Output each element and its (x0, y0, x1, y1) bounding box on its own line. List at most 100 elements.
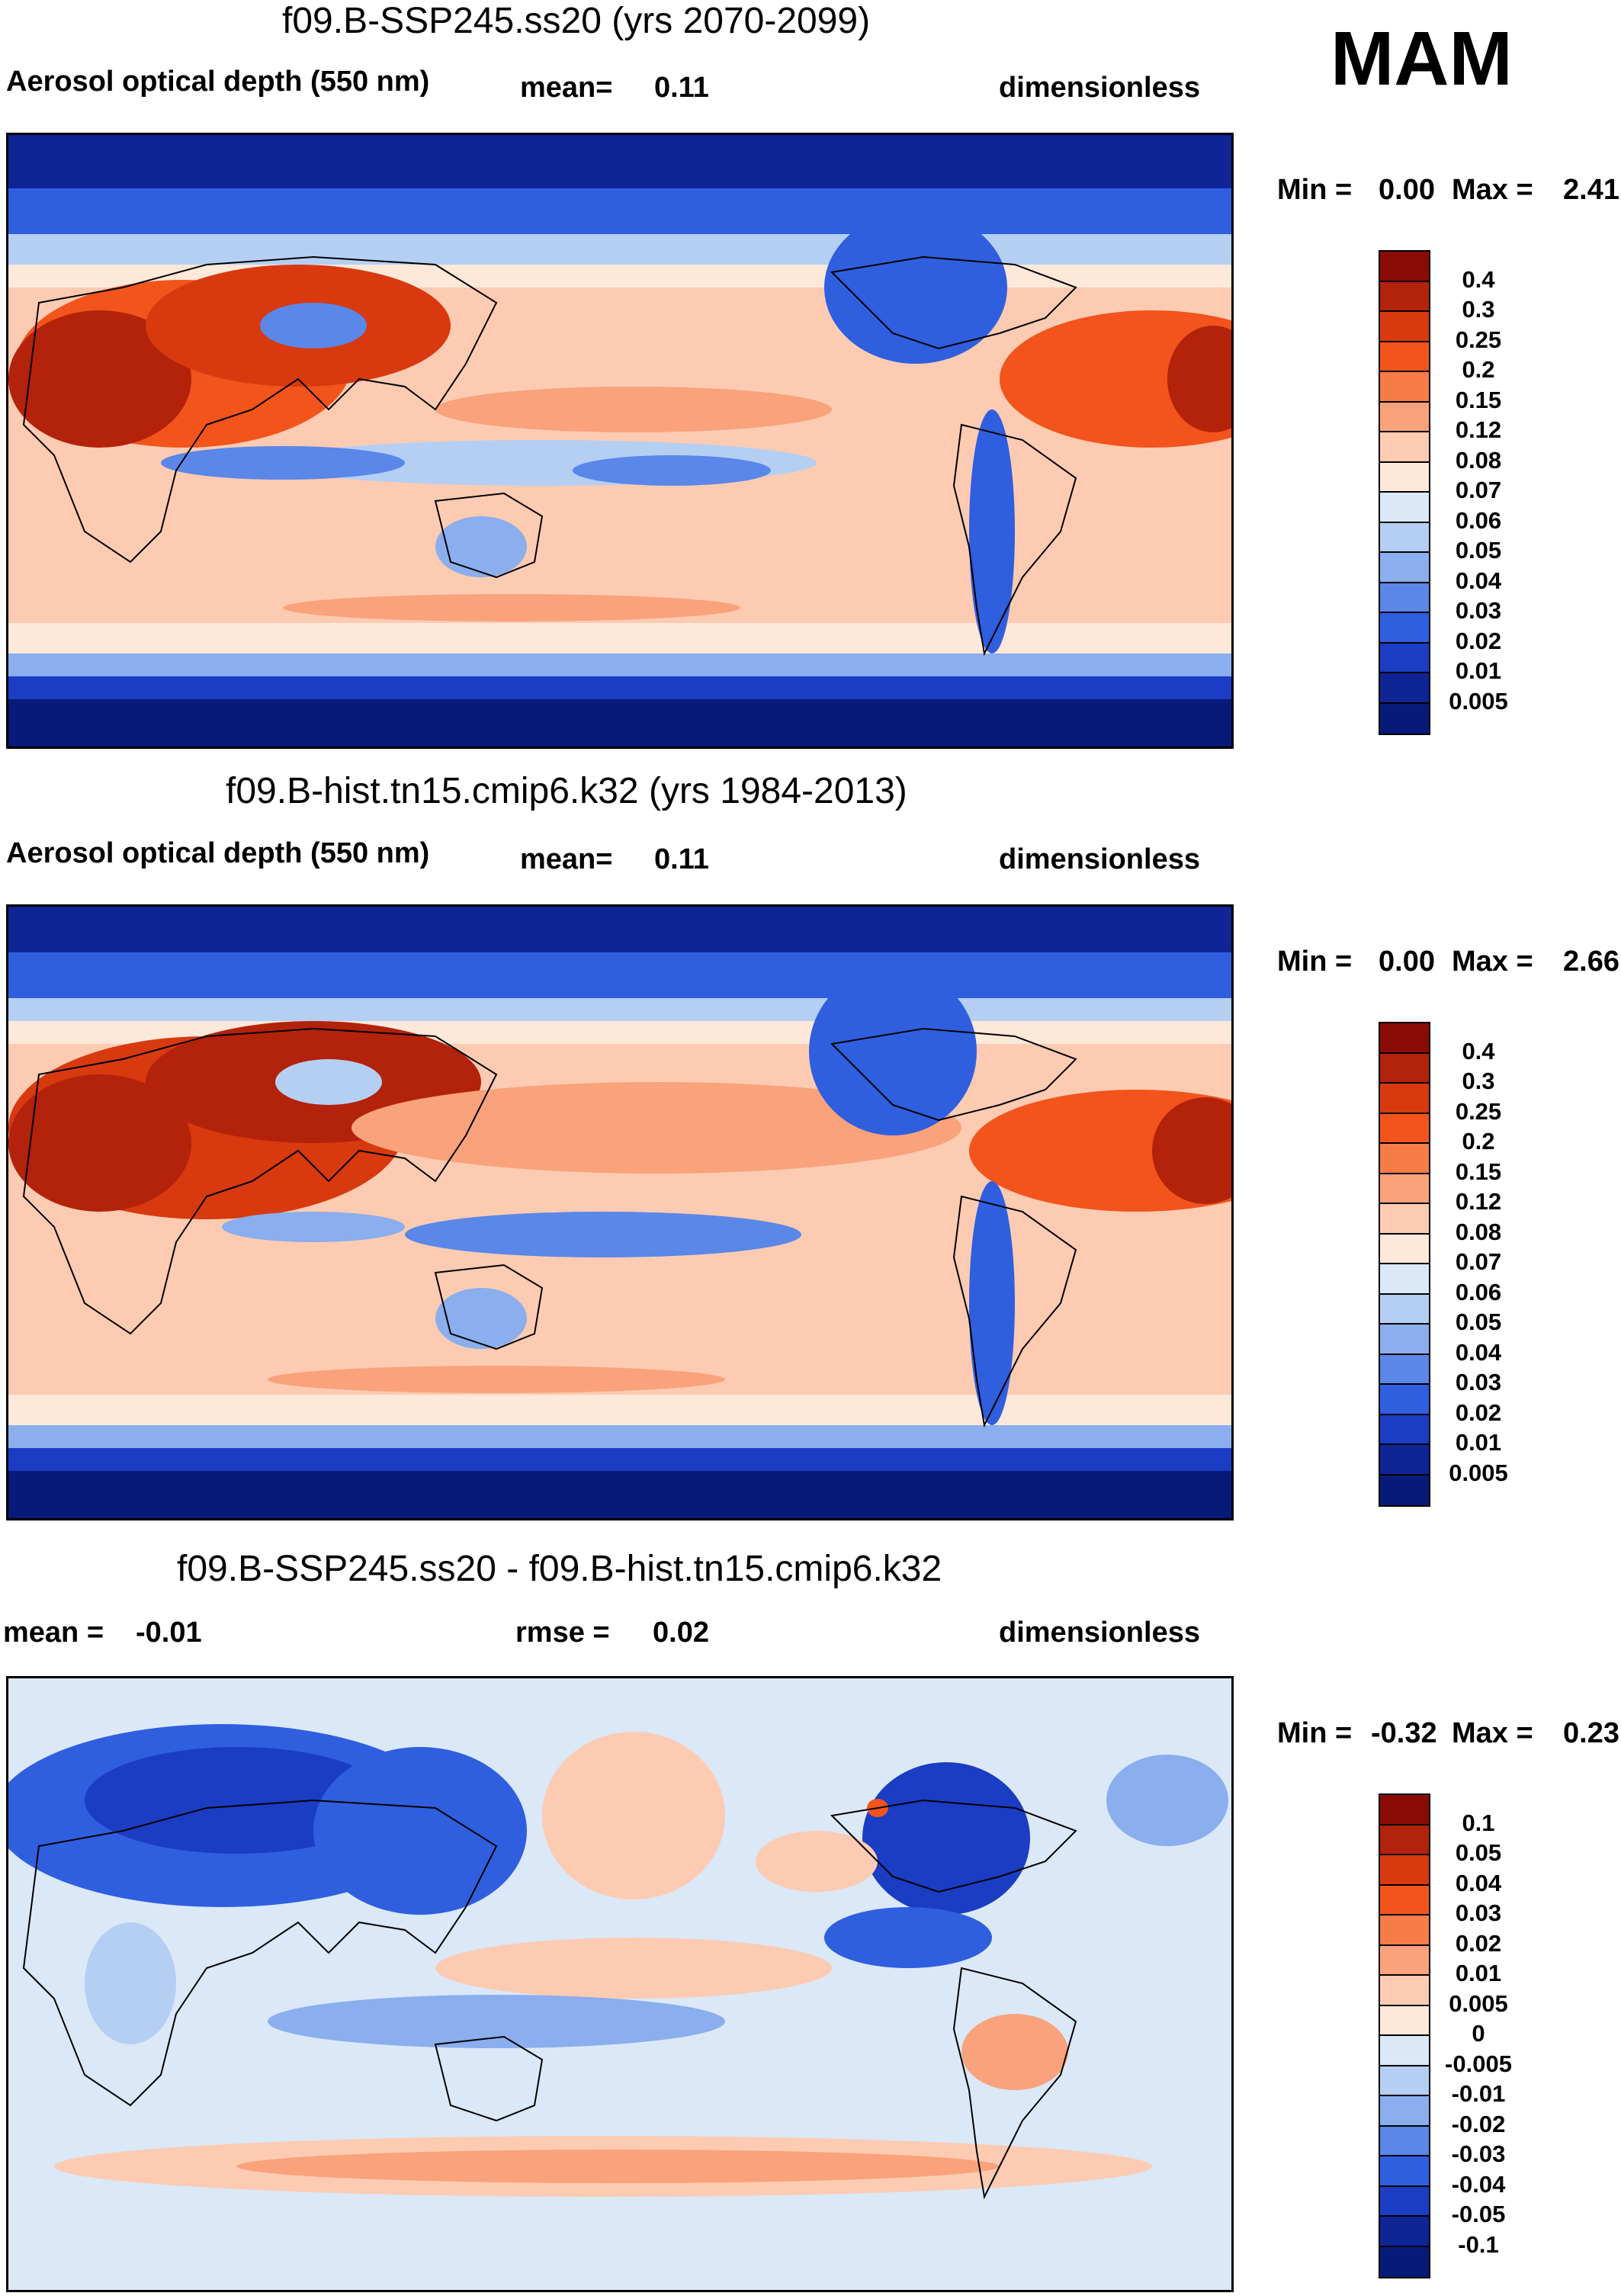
colorbar-swatch (1380, 281, 1429, 312)
colorbar-level-label: 0.03 (1455, 1369, 1502, 1395)
colorbar-swatch (1380, 1023, 1429, 1054)
colorbar-swatch (1380, 462, 1429, 493)
panel-3-mean-value: -0.01 (136, 1617, 202, 1649)
colorbar-swatch (1380, 522, 1429, 553)
colorbar-swatch (1380, 613, 1429, 644)
panel-1-min-value: 0.00 (1379, 174, 1435, 206)
colorbar-swatch (1380, 1084, 1429, 1114)
colorbar-swatch (1380, 1445, 1429, 1476)
colorbar-swatch (1380, 1855, 1429, 1886)
colorbar-swatch (1380, 1885, 1429, 1915)
colorbar-swatch (1380, 1385, 1429, 1415)
colorbar-level-label: 0.005 (1449, 687, 1508, 714)
colorbar-level-label: 0.25 (1455, 1097, 1502, 1125)
panel-2-mean-value: 0.11 (654, 843, 709, 875)
colorbar-swatch (1380, 2156, 1429, 2187)
colorbar-swatch (1380, 312, 1429, 342)
season-label: MAM (1331, 16, 1513, 101)
panel-2-title: f09.B-hist.tn15.cmip6.k32 (yrs 1984-2013… (226, 771, 907, 811)
panel-1-map (6, 133, 1234, 749)
colorbar-swatch (1380, 1825, 1429, 1855)
panel-1-max-label: Max = (1452, 174, 1533, 206)
colorbar-swatch (1380, 1234, 1429, 1264)
colorbar-level-label: 0.08 (1455, 446, 1502, 474)
colorbar-swatch (1380, 1915, 1429, 1946)
colorbar-swatch (1380, 583, 1429, 613)
panel-3-rmse-value: 0.02 (653, 1617, 709, 1649)
colorbar-level-label: 0.03 (1455, 1899, 1502, 1926)
panel-2-min-label: Min = (1277, 946, 1353, 978)
colorbar-level-label: 0.02 (1455, 1398, 1502, 1426)
colorbar-level-label: 0.05 (1455, 1839, 1502, 1866)
panel-1-mean-value: 0.11 (654, 72, 709, 104)
panel-1-colorbar (1379, 250, 1430, 735)
colorbar-level-label: 0.04 (1455, 567, 1502, 594)
colorbar-swatch (1380, 342, 1429, 372)
colorbar-swatch (1380, 1174, 1429, 1204)
panel-1-variable-label: Aerosol optical depth (550 nm) (6, 66, 430, 98)
colorbar-level-label: 0 (1472, 2020, 1485, 2047)
colorbar-level-label: 0.05 (1455, 537, 1502, 564)
panel-1-max-value: 2.41 (1563, 174, 1619, 206)
panel-3-contour-plot (8, 1678, 1231, 2290)
colorbar-swatch (1380, 1945, 1429, 1976)
colorbar-level-label: 0.2 (1462, 356, 1495, 383)
colorbar-level-label: 0.06 (1455, 506, 1502, 534)
panel-3-rmse-label: rmse = (515, 1617, 610, 1649)
colorbar-swatch (1380, 1113, 1429, 1144)
colorbar-swatch (1380, 1264, 1429, 1295)
colorbar-swatch (1380, 2126, 1429, 2156)
colorbar-level-label: 0.02 (1455, 1929, 1502, 1957)
colorbar-level-label: 0.15 (1455, 1158, 1502, 1185)
colorbar-swatch (1380, 703, 1429, 734)
colorbar-level-label: 0.4 (1462, 1037, 1495, 1065)
colorbar-swatch (1380, 1415, 1429, 1445)
panel-2-map (6, 904, 1234, 1520)
colorbar-level-label: 0.12 (1455, 1188, 1502, 1215)
colorbar-level-label: 0.4 (1462, 265, 1495, 293)
colorbar-swatch (1380, 432, 1429, 463)
panel-1-colorbar-labels: 0.4 0.3 0.25 0.2 0.15 0.12 0.08 0.07 0.06 0.05 0.0… (1436, 250, 1520, 732)
colorbar-swatch (1380, 2096, 1429, 2127)
colorbar-level-label: 0.12 (1455, 416, 1502, 443)
colorbar-level-label: 0.3 (1462, 1068, 1495, 1094)
colorbar-swatch (1380, 2186, 1429, 2217)
colorbar-swatch (1380, 2066, 1429, 2096)
panel-3-map (6, 1676, 1234, 2292)
colorbar-level-label: 0.02 (1455, 627, 1502, 654)
colorbar-level-label: 0.2 (1462, 1128, 1495, 1154)
panel-2-colorbar (1379, 1022, 1430, 1507)
colorbar-level-label: 0.04 (1455, 1338, 1502, 1366)
panel-2-mean-label: mean= (520, 843, 613, 875)
colorbar-level-label: -0.04 (1451, 2170, 1506, 2198)
colorbar-swatch (1380, 1204, 1429, 1235)
colorbar-level-label: -0.005 (1445, 2050, 1512, 2077)
colorbar-level-label: 0.03 (1455, 597, 1502, 624)
panel-2-variable-label: Aerosol optical depth (550 nm) (6, 837, 430, 869)
colorbar-level-label: -0.03 (1451, 2140, 1506, 2167)
colorbar-swatch (1380, 2036, 1429, 2066)
colorbar-swatch (1380, 1325, 1429, 1355)
panel-3-min-value: -0.32 (1371, 1717, 1437, 1749)
colorbar-swatch (1380, 372, 1429, 403)
colorbar-swatch (1380, 402, 1429, 432)
panel-3-colorbar-labels: 0.1 0.05 0.04 0.03 0.02 0.01 0.005 0 -0.005 -0.01… (1436, 1793, 1520, 2275)
panel-3-title: f09.B-SSP245.ss20 - f09.B-hist.tn15.cmip… (177, 1549, 942, 1589)
colorbar-level-label: 0.1 (1462, 1809, 1495, 1836)
colorbar-level-label: 0.04 (1455, 1869, 1502, 1896)
colorbar-level-label: -0.02 (1451, 2110, 1506, 2137)
colorbar-level-label: 0.01 (1455, 1429, 1502, 1456)
panel-1-mean-label: mean= (520, 72, 613, 104)
colorbar-swatch (1380, 673, 1429, 704)
colorbar-swatch (1380, 1795, 1429, 1826)
colorbar-level-label: 0.25 (1455, 326, 1502, 353)
colorbar-level-label: 0.05 (1455, 1309, 1502, 1335)
colorbar-level-label: 0.005 (1449, 1459, 1508, 1486)
panel-3-max-value: 0.23 (1563, 1717, 1619, 1749)
panel-3-min-label: Min = (1277, 1717, 1353, 1749)
colorbar-swatch (1380, 2217, 1429, 2247)
panel-3-colorbar (1379, 1793, 1430, 2278)
colorbar-level-label: -0.1 (1458, 2230, 1499, 2258)
colorbar-swatch (1380, 1475, 1429, 1505)
colorbar-level-label: -0.05 (1451, 2201, 1506, 2227)
